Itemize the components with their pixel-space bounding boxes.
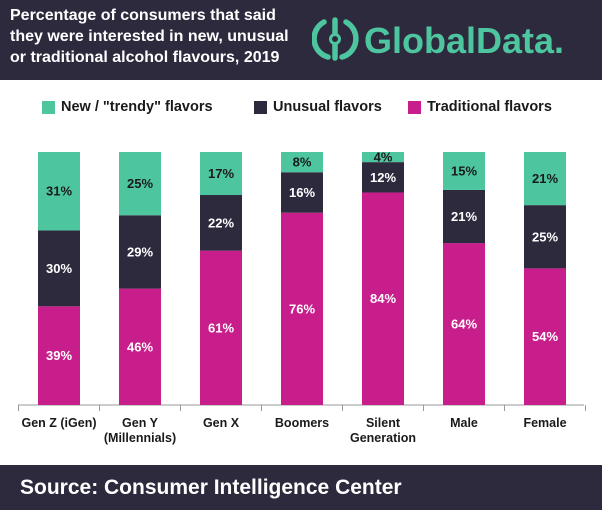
data-label: 29%	[127, 244, 153, 259]
legend-item: New / "trendy" flavors	[42, 94, 213, 120]
legend-swatch	[42, 100, 55, 114]
data-label: 17%	[208, 166, 234, 181]
legend-label: Traditional flavors	[427, 99, 552, 115]
x-tick-label: Male	[450, 416, 478, 430]
legend-swatch	[254, 100, 267, 114]
globaldata-logo: GlobalData.	[312, 17, 564, 61]
bar-segment	[524, 152, 566, 206]
data-label: 76%	[289, 301, 315, 316]
data-label: 84%	[370, 291, 396, 306]
data-label: 16%	[289, 185, 315, 200]
bar-segment	[281, 212, 323, 405]
data-label: 22%	[208, 215, 234, 230]
x-tick-label: Boomers	[275, 416, 329, 430]
title-line-1: Percentage of consumers that said	[10, 7, 276, 24]
bar-segment	[281, 152, 323, 173]
data-label: 61%	[208, 320, 234, 335]
data-label: 31%	[46, 184, 72, 199]
bar-segment	[443, 243, 485, 405]
x-tick-label: Silent Generation	[350, 416, 416, 445]
data-label: 25%	[532, 229, 558, 244]
data-label: 12%	[370, 170, 396, 185]
globaldata-logo-wordmark: GlobalData.	[364, 20, 564, 61]
bar-segment	[362, 162, 404, 193]
title-line-3: or traditional alcohol flavours, 2019	[10, 49, 280, 66]
bar-segment	[443, 152, 485, 190]
legend-item: Traditional flavors	[408, 94, 552, 120]
x-tick-label: Gen Z (iGen)	[22, 416, 97, 430]
globaldata-logo-icon	[312, 17, 359, 61]
data-label: 46%	[127, 339, 153, 354]
data-label: 30%	[46, 261, 72, 276]
legend-label: New / "trendy" flavors	[61, 99, 213, 115]
data-label: 64%	[451, 317, 477, 332]
bar-segment	[443, 189, 485, 244]
title-line-2: they were interested in new, unusual	[10, 28, 289, 45]
bar-segment	[362, 192, 404, 405]
bar-segment	[200, 250, 242, 405]
legend: New / "trendy" flavors Unusual flavors Tra…	[0, 94, 602, 120]
data-label: 4%	[374, 150, 393, 165]
data-label: 21%	[532, 171, 558, 186]
bar-segment	[524, 268, 566, 405]
data-label: 8%	[293, 155, 312, 170]
bar-segment	[119, 215, 161, 289]
source-text: Source: Consumer Intelligence Center	[20, 476, 402, 499]
data-label: 15%	[451, 163, 477, 178]
x-tick-label: Gen X	[203, 416, 240, 430]
legend-swatch	[408, 100, 421, 114]
bar-segment	[38, 230, 80, 307]
data-label: 25%	[127, 176, 153, 191]
footer-banner: Source: Consumer Intelligence Center	[0, 465, 602, 510]
x-tick-label: Female	[523, 416, 566, 430]
legend-item: Unusual flavors	[254, 94, 382, 120]
bar-segment	[119, 288, 161, 405]
bar-segment	[362, 152, 404, 163]
data-label: 21%	[451, 209, 477, 224]
bar-segment	[200, 152, 242, 196]
chart-title: Percentage of consumers that said they w…	[10, 5, 310, 68]
bar-segment	[38, 152, 80, 231]
bar-segment	[119, 152, 161, 216]
data-label: 39%	[46, 348, 72, 363]
bar-segment	[524, 205, 566, 269]
bar-segment	[38, 306, 80, 405]
header-banner: Percentage of consumers that said they w…	[0, 0, 602, 80]
legend-label: Unusual flavors	[273, 99, 382, 115]
data-label: 54%	[532, 329, 558, 344]
x-tick-label: Gen Y (Millennials)	[104, 416, 176, 445]
bar-segment	[200, 195, 242, 251]
stacked-bar-chart: 39% 30% 31% Gen Z (iGen) 46% 29% 25% Gen Y (Mill…	[18, 150, 586, 445]
bar-segment	[281, 172, 323, 213]
